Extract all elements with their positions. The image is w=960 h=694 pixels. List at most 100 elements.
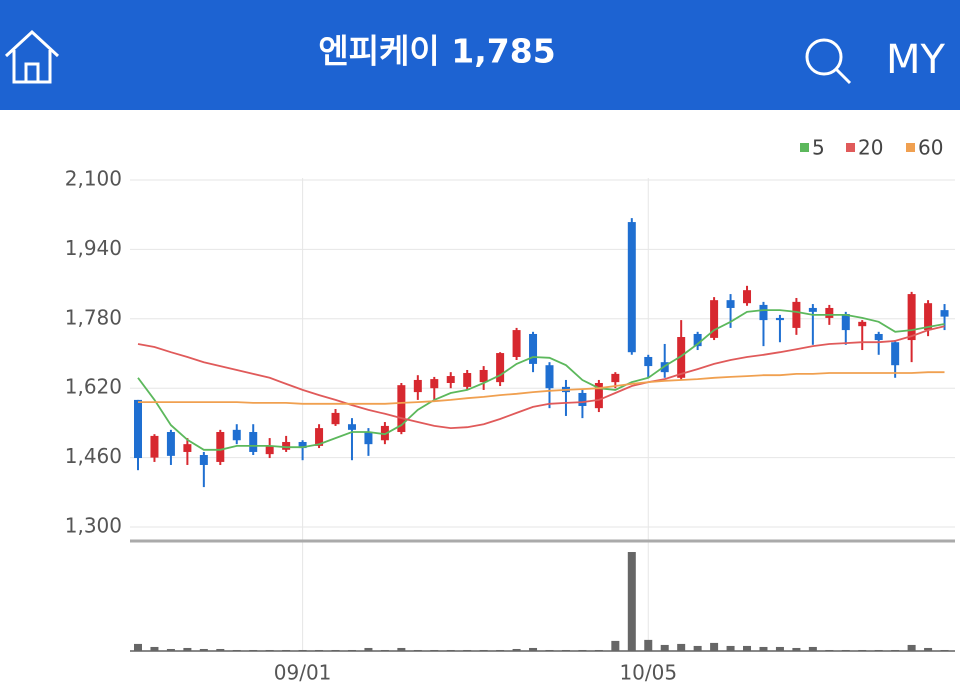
home-button[interactable]: [4, 29, 60, 84]
volume-bar: [134, 643, 142, 651]
volume-bar: [413, 649, 422, 651]
volume-bar: [364, 647, 373, 651]
volume-bar: [891, 649, 900, 651]
volume-bar: [216, 648, 225, 651]
volume-bar: [660, 644, 669, 651]
volume-bar: [479, 649, 488, 651]
candle-body: [825, 307, 834, 318]
candle-body: [792, 301, 801, 328]
y-tick-label: 2,100: [65, 167, 122, 191]
volume-bar: [594, 649, 603, 651]
candle-body: [940, 310, 949, 317]
volume-bar: [841, 649, 850, 651]
volume-bar: [578, 649, 587, 651]
volume-bar: [298, 649, 307, 651]
y-tick-label: 1,300: [65, 514, 122, 538]
candle-body: [627, 222, 636, 353]
volume-bar: [150, 646, 159, 651]
volume-bar: [496, 649, 505, 651]
candle-body: [594, 382, 603, 409]
candle-body: [924, 303, 933, 331]
candle-body: [775, 317, 784, 321]
legend-label: 5: [812, 136, 825, 160]
candle-body: [644, 356, 653, 367]
candle-body: [743, 290, 752, 304]
candle-body: [446, 376, 455, 383]
candle-body: [479, 369, 488, 383]
volume-bar: [874, 649, 883, 651]
volume-bar: [529, 647, 538, 651]
candle-body: [611, 373, 620, 383]
search-button[interactable]: [805, 38, 852, 85]
volume-bar: [545, 649, 554, 651]
candle-body: [166, 432, 175, 456]
y-tick-label: 1,460: [65, 444, 122, 468]
x-tick-label: 10/05: [619, 661, 677, 685]
candle-body: [315, 428, 324, 446]
volume-bar: [446, 649, 455, 651]
candle-body: [496, 353, 505, 383]
moving-average-line: [138, 371, 945, 405]
candle-body: [232, 429, 241, 441]
my-button[interactable]: MY: [886, 37, 946, 83]
volume-bar: [710, 642, 719, 651]
volume-bar: [232, 649, 241, 651]
volume-bar: [775, 646, 784, 651]
candle-body: [380, 425, 389, 441]
volume-bar: [315, 649, 324, 651]
volume-bar: [611, 640, 620, 651]
candle-body: [298, 441, 307, 449]
volume-bar: [347, 649, 356, 651]
candle-body: [134, 399, 142, 459]
candle-body: [841, 314, 850, 331]
moving-average-line: [137, 325, 945, 430]
volume-bar: [677, 643, 686, 651]
volume-bar: [759, 646, 768, 651]
candle-body: [693, 333, 702, 347]
candle-body: [726, 300, 735, 308]
volume-bar: [792, 647, 801, 651]
volume-bar: [166, 648, 175, 651]
candle-body: [874, 333, 883, 341]
candle-body: [397, 385, 406, 433]
volume-bar: [924, 647, 933, 651]
volume-bar: [380, 649, 389, 651]
candle-body: [710, 300, 719, 338]
volume-bar: [430, 649, 439, 651]
candle-body: [183, 444, 192, 452]
candle-body: [150, 435, 159, 458]
volume-bar: [858, 649, 867, 651]
volume-bar: [397, 647, 406, 651]
volume-bar: [940, 649, 949, 651]
volume-bar: [825, 649, 834, 651]
volume-bar: [693, 645, 702, 651]
volume-bar: [743, 645, 752, 651]
volume-bar: [282, 649, 291, 651]
candle-body: [282, 441, 291, 450]
header-bar: [0, 0, 960, 110]
volume-bar: [907, 644, 916, 651]
volume-bar: [331, 649, 340, 651]
candle-body: [858, 321, 867, 327]
candle-body: [512, 330, 521, 357]
candle-body: [808, 307, 817, 312]
candle-body: [529, 333, 538, 364]
candle-body: [265, 445, 274, 455]
candle-body: [578, 392, 587, 406]
moving-average-line: [137, 309, 945, 451]
volume-bar: [463, 649, 472, 651]
candle-body: [199, 454, 208, 465]
volume-bar: [265, 649, 274, 651]
x-tick-label: 09/01: [274, 661, 332, 685]
legend-swatch: [846, 143, 855, 152]
candle-body: [430, 379, 439, 389]
candle-body: [364, 432, 373, 445]
legend-label: 60: [918, 136, 943, 160]
candle-body: [331, 412, 340, 425]
legend-swatch: [800, 143, 809, 152]
candle-body: [545, 365, 554, 389]
volume-bar: [808, 646, 817, 651]
volume-bar: [512, 648, 521, 651]
